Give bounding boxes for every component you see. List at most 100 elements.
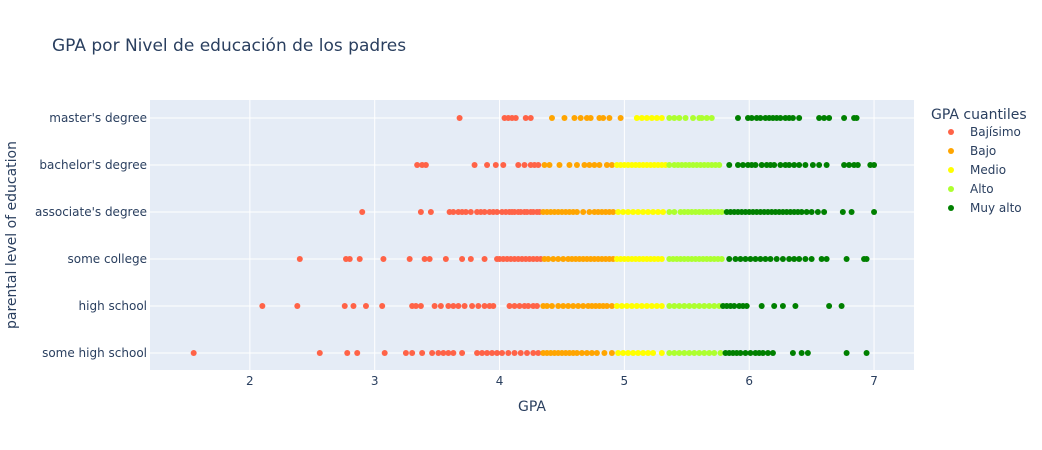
data-point[interactable] xyxy=(296,256,303,262)
data-point[interactable] xyxy=(696,303,703,309)
data-point[interactable] xyxy=(455,303,462,309)
data-point[interactable] xyxy=(773,256,780,262)
data-point[interactable] xyxy=(711,303,718,309)
data-point[interactable] xyxy=(459,350,466,356)
data-point[interactable] xyxy=(427,209,434,215)
data-point[interactable] xyxy=(748,115,755,121)
data-point[interactable] xyxy=(573,350,580,356)
data-point[interactable] xyxy=(560,303,567,309)
data-point[interactable] xyxy=(406,256,413,262)
data-point[interactable] xyxy=(437,303,444,309)
data-point[interactable] xyxy=(666,350,673,356)
data-point[interactable] xyxy=(435,350,442,356)
data-point[interactable] xyxy=(638,115,645,121)
data-point[interactable] xyxy=(737,350,744,356)
data-point[interactable] xyxy=(737,256,744,262)
data-point[interactable] xyxy=(742,256,749,262)
data-point[interactable] xyxy=(521,162,528,168)
data-point[interactable] xyxy=(701,350,708,356)
data-point[interactable] xyxy=(718,256,725,262)
data-point[interactable] xyxy=(461,303,468,309)
data-point[interactable] xyxy=(620,209,627,215)
data-point[interactable] xyxy=(764,350,771,356)
data-point[interactable] xyxy=(711,350,718,356)
data-point[interactable] xyxy=(752,256,759,262)
data-point[interactable] xyxy=(591,162,598,168)
data-point[interactable] xyxy=(359,209,366,215)
data-point[interactable] xyxy=(583,350,590,356)
data-point[interactable] xyxy=(666,162,673,168)
data-point[interactable] xyxy=(380,256,387,262)
data-point[interactable] xyxy=(422,162,429,168)
data-point[interactable] xyxy=(757,115,764,121)
data-point[interactable] xyxy=(686,303,693,309)
data-point[interactable] xyxy=(653,115,660,121)
data-point[interactable] xyxy=(522,115,529,121)
data-point[interactable] xyxy=(479,350,486,356)
data-point[interactable] xyxy=(752,162,759,168)
data-point[interactable] xyxy=(593,350,600,356)
data-point[interactable] xyxy=(426,256,433,262)
data-point[interactable] xyxy=(742,350,749,356)
data-point[interactable] xyxy=(494,350,501,356)
data-point[interactable] xyxy=(796,162,803,168)
data-point[interactable] xyxy=(442,256,449,262)
data-point[interactable] xyxy=(769,350,776,356)
data-point[interactable] xyxy=(682,115,689,121)
legend-item[interactable]: Muy alto xyxy=(948,201,1022,215)
data-point[interactable] xyxy=(481,303,488,309)
data-point[interactable] xyxy=(561,115,568,121)
data-point[interactable] xyxy=(808,209,815,215)
data-point[interactable] xyxy=(414,162,421,168)
data-point[interactable] xyxy=(798,350,805,356)
data-point[interactable] xyxy=(459,256,466,262)
data-point[interactable] xyxy=(779,256,786,262)
data-point[interactable] xyxy=(696,350,703,356)
data-point[interactable] xyxy=(294,303,301,309)
data-point[interactable] xyxy=(630,209,637,215)
data-point[interactable] xyxy=(658,350,665,356)
data-point[interactable] xyxy=(419,350,426,356)
data-point[interactable] xyxy=(445,303,452,309)
data-point[interactable] xyxy=(527,115,534,121)
data-point[interactable] xyxy=(814,209,821,215)
data-point[interactable] xyxy=(638,303,645,309)
data-point[interactable] xyxy=(789,115,796,121)
data-point[interactable] xyxy=(863,256,870,262)
data-point[interactable] xyxy=(259,303,266,309)
legend-item[interactable]: Alto xyxy=(948,182,994,196)
legend-item[interactable]: Bajísimo xyxy=(948,125,1021,139)
data-point[interactable] xyxy=(846,162,853,168)
data-point[interactable] xyxy=(796,115,803,121)
data-point[interactable] xyxy=(839,209,846,215)
data-point[interactable] xyxy=(640,209,647,215)
data-point[interactable] xyxy=(560,256,567,262)
data-point[interactable] xyxy=(804,350,811,356)
data-point[interactable] xyxy=(555,303,562,309)
data-point[interactable] xyxy=(456,115,463,121)
data-point[interactable] xyxy=(606,115,613,121)
data-point[interactable] xyxy=(706,303,713,309)
data-point[interactable] xyxy=(573,162,580,168)
data-point[interactable] xyxy=(555,256,562,262)
data-point[interactable] xyxy=(603,303,610,309)
data-point[interactable] xyxy=(580,209,587,215)
data-point[interactable] xyxy=(666,115,673,121)
data-point[interactable] xyxy=(344,350,351,356)
data-point[interactable] xyxy=(512,115,519,121)
data-point[interactable] xyxy=(450,303,457,309)
legend-item[interactable]: Bajo xyxy=(948,144,996,158)
data-point[interactable] xyxy=(767,256,774,262)
data-point[interactable] xyxy=(379,303,386,309)
data-point[interactable] xyxy=(848,209,855,215)
data-point[interactable] xyxy=(492,162,499,168)
data-point[interactable] xyxy=(676,303,683,309)
data-point[interactable] xyxy=(524,350,531,356)
data-point[interactable] xyxy=(608,162,615,168)
data-point[interactable] xyxy=(533,303,540,309)
data-point[interactable] xyxy=(617,115,624,121)
data-point[interactable] xyxy=(691,303,698,309)
data-point[interactable] xyxy=(525,303,532,309)
data-point[interactable] xyxy=(530,350,537,356)
data-point[interactable] xyxy=(703,115,710,121)
